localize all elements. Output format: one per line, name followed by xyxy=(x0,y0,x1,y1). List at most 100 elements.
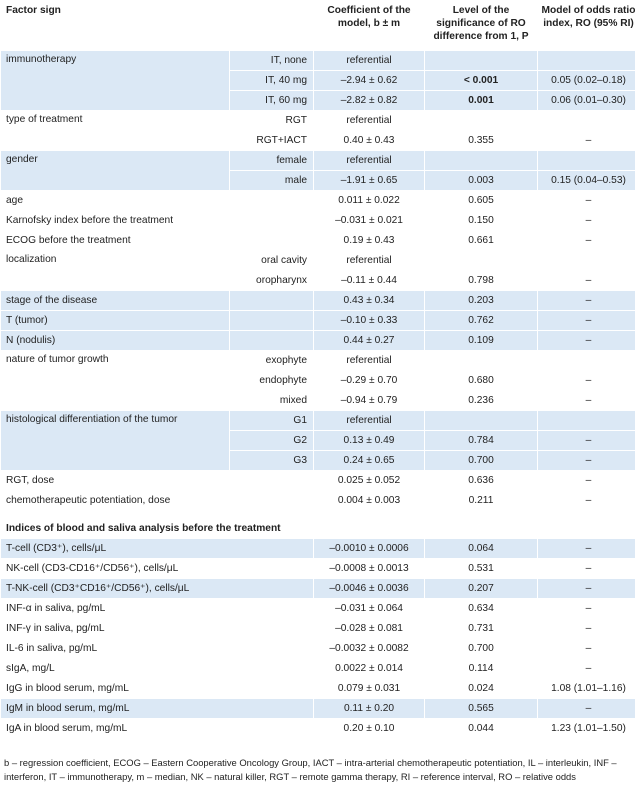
table-row: NK-cell (CD3-CD16⁺/CD56⁺), cells/μL –0.00… xyxy=(1,559,635,579)
coef-cell: –0.031 ± 0.021 xyxy=(314,211,425,231)
subfactor-cell: IT, none xyxy=(230,51,314,71)
table-row: oropharynx –0.11 ± 0.44 0.798 – xyxy=(1,271,635,291)
coef-cell: 0.40 ± 0.43 xyxy=(314,131,425,151)
p-cell: 0.531 xyxy=(425,559,538,579)
table-row: IL-6 in saliva, pg/mL –0.0032 ± 0.0082 0.7… xyxy=(1,639,635,659)
factor-cell: N (nodulis) xyxy=(1,331,229,351)
p-cell xyxy=(425,351,538,371)
table-row: IT, 60 mg –2.82 ± 0.82 0.001 0.06 (0.01–… xyxy=(1,91,635,111)
coef-cell: referential xyxy=(314,151,425,171)
table-row: mixed –0.94 ± 0.79 0.236 – xyxy=(1,391,635,411)
table-header: Factor sign Coefficient of the model, b … xyxy=(1,0,635,51)
coef-cell: 0.13 ± 0.49 xyxy=(314,431,425,451)
p-cell: 0.636 xyxy=(425,471,538,491)
factor-cell: INF-α in saliva, pg/mL xyxy=(1,599,314,619)
p-cell: 0.605 xyxy=(425,191,538,211)
factor-cell: T-NK-cell (CD3⁺CD16⁺/CD56⁺), cells/μL xyxy=(1,579,314,599)
table-row: immunotherapy IT, none referential xyxy=(1,51,635,111)
factor-cell: age xyxy=(1,191,229,211)
table-row: RGT, dose 0.025 ± 0.052 0.636 – xyxy=(1,471,635,491)
table-row: Karnofsky index before the treatment –0.… xyxy=(1,211,635,231)
subfactor-cell: mixed xyxy=(230,391,314,411)
header-coefficient: Coefficient of the model, b ± m xyxy=(327,5,411,29)
subfactor-cell xyxy=(230,231,314,251)
subfactor-cell xyxy=(230,291,314,311)
ro-cell: – xyxy=(538,699,635,719)
table-row: T (tumor) –0.10 ± 0.33 0.762 – xyxy=(1,311,635,331)
ro-cell: – xyxy=(538,619,635,639)
subfactor-cell: IT, 60 mg xyxy=(230,91,314,111)
subfactor-cell: exophyte xyxy=(230,351,314,371)
table-row: gender female referential xyxy=(1,151,635,191)
ro-cell: – xyxy=(538,131,635,151)
coef-cell: –1.91 ± 0.65 xyxy=(314,171,425,191)
header-factor: Factor sign xyxy=(6,5,61,16)
p-cell: 0.762 xyxy=(425,311,538,331)
table-row: INF-α in saliva, pg/mL –0.031 ± 0.064 0.63… xyxy=(1,599,635,619)
table-footnote: b – regression coefficient, ECOG – Easte… xyxy=(4,757,617,782)
p-cell: 0.150 xyxy=(425,211,538,231)
subfactor-cell: oral cavity xyxy=(230,251,314,271)
blood-saliva-rows: T-cell (CD3⁺), cells/μL –0.0010 ± 0.0006 0… xyxy=(1,539,635,739)
coef-cell: –0.0008 ± 0.0013 xyxy=(314,559,425,579)
p-cell: 0.784 xyxy=(425,431,538,451)
factor-cell: IL-6 in saliva, pg/mL xyxy=(1,639,314,659)
p-cell xyxy=(425,151,538,171)
ro-cell: 1.08 (1.01–1.16) xyxy=(538,679,635,699)
subfactor-cell: endophyte xyxy=(230,371,314,391)
factor-cell: IgA in blood serum, mg/mL xyxy=(1,719,314,739)
table-row: IT, 40 mg –2.94 ± 0.62 < 0.001 0.05 (0.0… xyxy=(1,71,635,91)
subfactor-cell: G1 xyxy=(230,411,314,431)
p-cell: 0.203 xyxy=(425,291,538,311)
table-row: age 0.011 ± 0.022 0.605 – xyxy=(1,191,635,211)
coef-cell: 0.19 ± 0.43 xyxy=(314,231,425,251)
ro-cell: – xyxy=(538,599,635,619)
p-cell: 0.700 xyxy=(425,451,538,471)
factor-cell: NK-cell (CD3-CD16⁺/CD56⁺), cells/μL xyxy=(1,559,314,579)
ro-cell xyxy=(538,351,635,371)
ro-cell: 0.15 (0.04–0.53) xyxy=(538,171,635,191)
table-row: RGT+IACT 0.40 ± 0.43 0.355 – xyxy=(1,131,635,151)
p-cell: 0.700 xyxy=(425,639,538,659)
factor-cell: ECOG before the treatment xyxy=(1,231,229,251)
coef-cell: 0.24 ± 0.65 xyxy=(314,451,425,471)
subfactor-cell: male xyxy=(230,171,314,191)
subfactor-cell xyxy=(230,191,314,211)
subfactor-cell: G2 xyxy=(230,431,314,451)
p-cell: 0.001 xyxy=(425,91,538,111)
subfactor-cell: RGT xyxy=(230,111,314,131)
coef-cell: referential xyxy=(314,411,425,431)
coef-cell: –0.0046 ± 0.0036 xyxy=(314,579,425,599)
p-cell xyxy=(425,251,538,271)
subfactor-cell xyxy=(230,211,314,231)
ro-cell: – xyxy=(538,471,635,491)
table-row: G3 0.24 ± 0.65 0.700 – xyxy=(1,451,635,471)
subfactor-cell: RGT+IACT xyxy=(230,131,314,151)
subfactor-cell xyxy=(230,491,314,511)
coef-cell: referential xyxy=(314,51,425,71)
subfactor-cell xyxy=(230,471,314,491)
factor-cell: IgM in blood serum, mg/mL xyxy=(1,699,314,719)
regression-table: Factor sign Coefficient of the model, b … xyxy=(1,0,635,739)
p-cell: 0.064 xyxy=(425,539,538,559)
subfactor-cell: female xyxy=(230,151,314,171)
table-row: type of treatment RGT referential xyxy=(1,111,635,151)
coef-cell: 0.079 ± 0.031 xyxy=(314,679,425,699)
table-row: histological differentiation of the tumo… xyxy=(1,411,635,471)
subfactor-cell xyxy=(230,331,314,351)
coef-cell: –0.0010 ± 0.0006 xyxy=(314,539,425,559)
subfactor-cell: oropharynx xyxy=(230,271,314,291)
table-row: ECOG before the treatment 0.19 ± 0.43 0.… xyxy=(1,231,635,251)
p-cell: 0.661 xyxy=(425,231,538,251)
ro-cell xyxy=(538,111,635,131)
ro-cell: – xyxy=(538,391,635,411)
coef-cell: 0.0022 ± 0.014 xyxy=(314,659,425,679)
ro-cell: – xyxy=(538,191,635,211)
section-row: Indices of blood and saliva analysis bef… xyxy=(1,511,635,539)
coef-cell: 0.011 ± 0.022 xyxy=(314,191,425,211)
factor-cell: Karnofsky index before the treatment xyxy=(1,211,229,231)
p-cell: 0.114 xyxy=(425,659,538,679)
ro-cell: – xyxy=(538,639,635,659)
coef-cell: –0.0032 ± 0.0082 xyxy=(314,639,425,659)
